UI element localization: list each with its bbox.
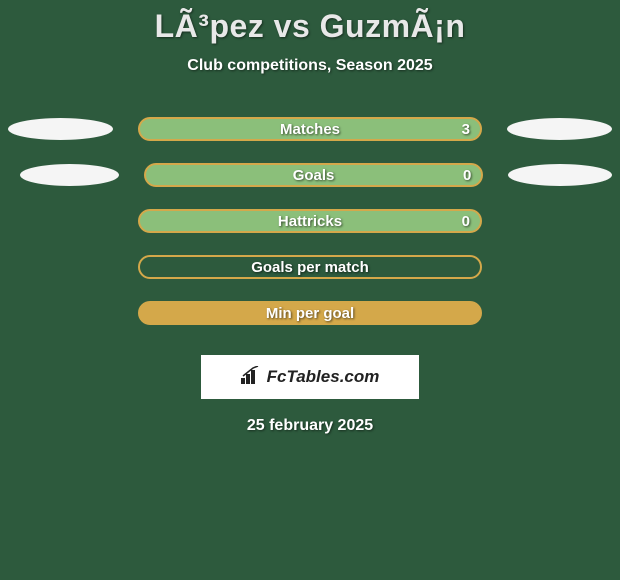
stat-row: Goals 0 xyxy=(0,163,620,187)
left-ellipse xyxy=(20,164,119,186)
page-subtitle: Club competitions, Season 2025 xyxy=(0,57,620,75)
stats-rows: Matches 3 Goals 0 Hattricks 0 Goals per match M… xyxy=(0,117,620,325)
stat-value: 3 xyxy=(462,121,470,138)
stats-comparison-container: LÃ³pez vs GuzmÃ¡n Club competitions, Sea… xyxy=(0,0,620,435)
right-ellipse xyxy=(507,118,612,140)
stat-label: Goals xyxy=(293,167,335,184)
stat-label: Min per goal xyxy=(266,305,354,322)
left-ellipse xyxy=(8,118,113,140)
stat-bar: Goals per match xyxy=(138,255,482,279)
stat-bar: Min per goal xyxy=(138,301,482,325)
stat-bar: Hattricks 0 xyxy=(138,209,482,233)
date-text: 25 february 2025 xyxy=(0,417,620,435)
stat-row: Hattricks 0 xyxy=(0,209,620,233)
stat-label: Hattricks xyxy=(278,213,342,230)
spacer xyxy=(8,256,113,278)
chart-icon xyxy=(241,366,263,389)
spacer xyxy=(507,210,612,232)
stat-bar: Goals 0 xyxy=(144,163,484,187)
stat-value: 0 xyxy=(462,213,470,230)
right-ellipse xyxy=(508,164,612,186)
logo-text: FcTables.com xyxy=(267,367,380,387)
stat-row: Matches 3 xyxy=(0,117,620,141)
stat-label: Goals per match xyxy=(251,259,369,276)
page-title: LÃ³pez vs GuzmÃ¡n xyxy=(0,8,620,45)
stat-bar: Matches 3 xyxy=(138,117,482,141)
stat-row: Goals per match xyxy=(0,255,620,279)
spacer xyxy=(507,302,612,324)
stat-value: 0 xyxy=(463,167,471,184)
spacer xyxy=(507,256,612,278)
logo-content: FcTables.com xyxy=(241,366,380,389)
stat-row: Min per goal xyxy=(0,301,620,325)
spacer xyxy=(8,302,113,324)
spacer xyxy=(8,210,113,232)
logo-box: FcTables.com xyxy=(201,355,419,399)
stat-label: Matches xyxy=(280,121,340,138)
